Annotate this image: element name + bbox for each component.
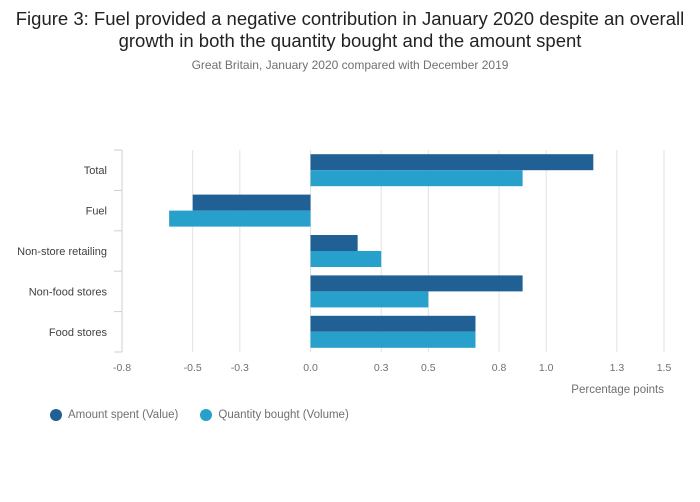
x-tick-label: -0.5	[184, 362, 202, 374]
x-tick-label: 0.8	[492, 362, 507, 374]
bar-volume	[310, 291, 429, 308]
bar-value	[310, 315, 476, 332]
x-tick-label: -0.3	[231, 362, 249, 374]
bar-value	[310, 235, 358, 251]
bar-value	[310, 275, 523, 292]
legend: Amount spent (Value) Quantity bought (Vo…	[50, 409, 349, 421]
x-tick-label: 1.0	[539, 362, 554, 374]
category-label: Fuel	[86, 206, 107, 218]
category-label: Food stores	[49, 327, 108, 339]
legend-label-volume: Quantity bought (Volume)	[218, 409, 349, 421]
chart-subtitle: Great Britain, January 2020 compared wit…	[191, 58, 509, 72]
legend-swatch-volume	[200, 409, 213, 421]
bar-volume	[310, 331, 476, 348]
bar-volume	[310, 251, 382, 267]
bar-volume	[169, 210, 311, 227]
legend-item-value[interactable]: Amount spent (Value)	[50, 409, 178, 421]
x-axis-title: Percentage points	[571, 384, 664, 396]
x-tick-label: 1.3	[610, 362, 625, 374]
x-tick-label: 0.3	[374, 362, 389, 374]
bars	[169, 154, 594, 348]
legend-label-value: Amount spent (Value)	[68, 409, 179, 421]
x-tick-labels: -0.8 -0.5 -0.3 0.0 0.3 0.5 0.8 1.0 1.3 1.5	[113, 362, 671, 374]
x-tick-label: 0.0	[303, 362, 318, 374]
x-tick-label: 0.5	[421, 362, 436, 374]
category-label: Non-store retailing	[17, 246, 107, 258]
bar-value	[192, 194, 311, 211]
category-label: Non-food stores	[29, 286, 108, 298]
category-label: Total	[84, 165, 107, 177]
legend-item-volume[interactable]: Quantity bought (Volume)	[200, 409, 349, 421]
x-tick-label: 1.5	[657, 362, 672, 374]
bar-value	[310, 154, 594, 171]
chart-title: Figure 3: Fuel provided a negative contr…	[15, 8, 685, 51]
bar-volume	[310, 170, 523, 187]
x-tick-label: -0.8	[113, 362, 131, 374]
legend-swatch-value	[50, 409, 62, 421]
category-labels: Total Fuel Non-store retailing Non-food sto…	[17, 165, 107, 339]
